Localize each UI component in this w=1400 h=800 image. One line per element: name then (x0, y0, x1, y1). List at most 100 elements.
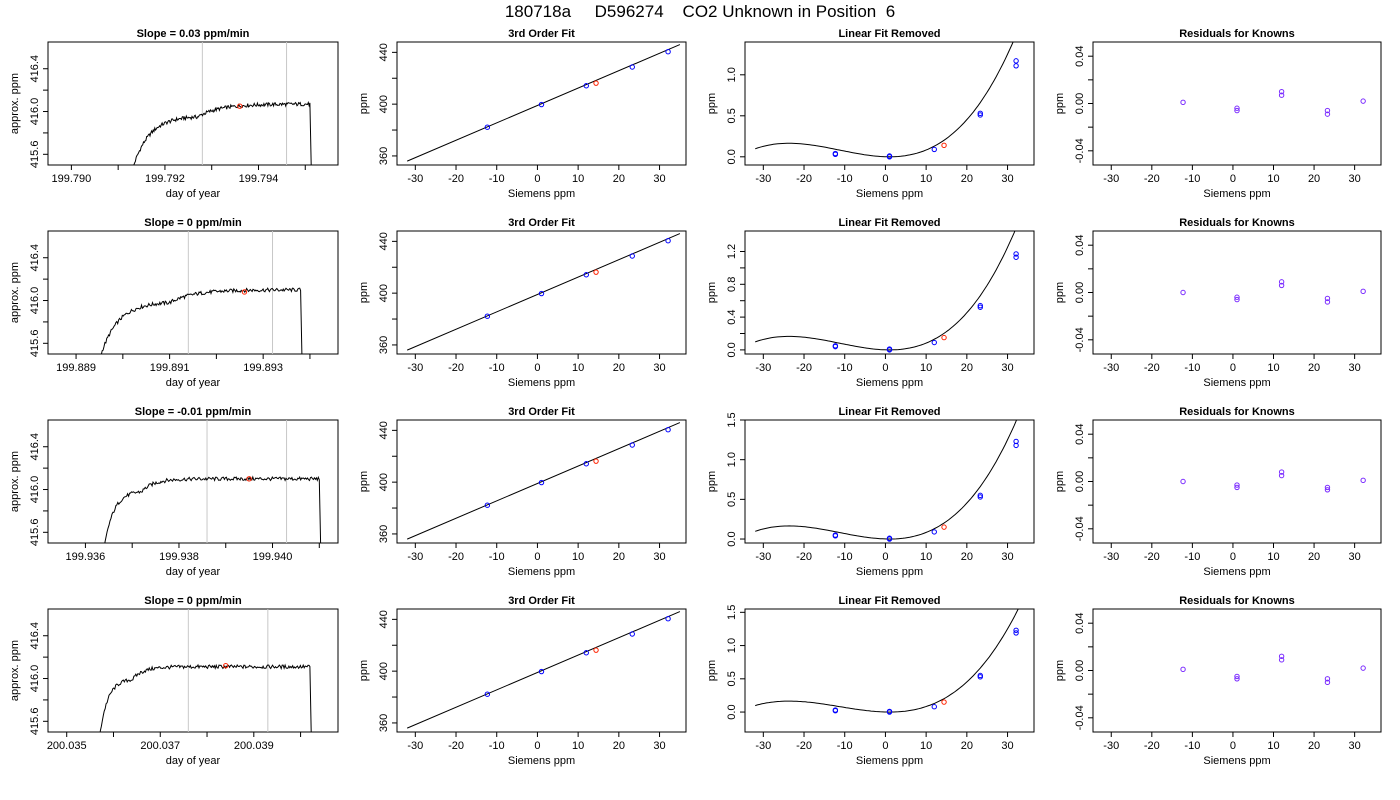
known-point (1013, 63, 1019, 69)
known-point (538, 101, 545, 108)
plot-area (406, 44, 681, 162)
known-point (484, 124, 491, 130)
x-tick-label: 200.035 (47, 740, 87, 752)
panel-title: Slope = 0.03 ppm/min (137, 28, 250, 40)
x-tick-label: -20 (796, 362, 812, 374)
y-tick-label: 440 (378, 43, 390, 61)
x-tick-label: -20 (448, 551, 464, 563)
panel-r4-c4: Residuals for Knowns -30 -20 -10 0 10 20 30 -0.0… (1054, 595, 1382, 767)
plot-frame (1092, 41, 1382, 166)
y-tick-label: 1.0 (726, 67, 738, 82)
residual-point (1278, 279, 1285, 285)
plot-frame (744, 419, 1035, 544)
plot-area (100, 231, 303, 354)
x-tick-label: 199.893 (243, 362, 283, 374)
panel-title: 3rd Order Fit (508, 406, 575, 418)
y-tick-label: 0.00 (1074, 282, 1086, 303)
x-tick-label: 0 (534, 551, 540, 563)
x-axis-label: day of year (166, 377, 221, 389)
y-tick-label: 415.6 (29, 519, 41, 547)
y-tick-label: 416.4 (29, 622, 41, 650)
y-tick-label: -0.04 (1074, 138, 1086, 163)
plot-area (1180, 279, 1366, 305)
x-axis-label: Siemens ppm (1203, 377, 1270, 389)
x-tick-label: 30 (1001, 740, 1013, 752)
x-tick-label: 10 (572, 740, 584, 752)
panel-title: Linear Fit Removed (838, 217, 940, 229)
known-point (665, 238, 671, 244)
known-point (629, 442, 635, 448)
x-tick-label: 200.039 (234, 740, 274, 752)
y-tick-label: 400 (378, 473, 390, 491)
x-tick-label: 30 (1349, 173, 1361, 185)
x-tick-label: -30 (407, 551, 423, 563)
y-tick-label: 360 (378, 525, 390, 543)
x-tick-label: -30 (755, 740, 771, 752)
fit-curve (755, 609, 1019, 713)
x-tick-label: -30 (407, 740, 423, 752)
known-point (665, 616, 671, 622)
residual-point (1278, 469, 1285, 475)
x-axis-label: Siemens ppm (856, 566, 923, 578)
y-tick-label: 360 (378, 147, 390, 165)
known-point (538, 290, 545, 297)
plot-area (1180, 88, 1366, 117)
x-tick-label: 20 (1308, 173, 1320, 185)
residual-point (1180, 289, 1186, 296)
y-axis-label: ppm (706, 660, 718, 681)
x-tick-label: -20 (1144, 362, 1160, 374)
x-tick-label: 10 (920, 173, 932, 185)
panel-r2-c2: 3rd Order Fit -30 -20 -10 0 10 20 30 360 400 440 Si… (358, 217, 687, 389)
y-tick-label: 0.00 (1074, 471, 1086, 492)
plot-frame (47, 608, 339, 733)
y-axis-label: approx. ppm (9, 73, 21, 134)
x-tick-label: 0 (1230, 551, 1236, 563)
y-tick-label: -0.04 (1074, 705, 1086, 730)
x-tick-label: -20 (1144, 551, 1160, 563)
x-tick-label: 0 (882, 173, 888, 185)
y-axis-label: ppm (1054, 471, 1066, 492)
y-tick-label: 415.6 (29, 141, 41, 169)
x-axis-label: day of year (166, 755, 221, 767)
x-tick-label: 20 (961, 551, 973, 563)
residual-point (1234, 482, 1240, 488)
x-tick-label: -30 (1103, 173, 1119, 185)
y-tick-label: 0.0 (726, 342, 738, 357)
x-tick-label: -20 (796, 173, 812, 185)
x-tick-label: 10 (920, 551, 932, 563)
x-tick-label: 10 (572, 362, 584, 374)
x-tick-label: -30 (1103, 740, 1119, 752)
series-line (133, 100, 312, 165)
unknown-point (246, 476, 252, 482)
x-tick-label: 10 (572, 173, 584, 185)
x-tick-label: 30 (1349, 740, 1361, 752)
known-point (1013, 630, 1019, 636)
known-point (583, 272, 589, 278)
known-point (977, 110, 983, 117)
series-line (100, 287, 303, 354)
residual-point (1324, 679, 1331, 686)
x-tick-label: -30 (1103, 551, 1119, 563)
y-axis-label: approx. ppm (9, 640, 21, 701)
x-tick-label: 10 (1267, 362, 1279, 374)
y-tick-label: 0.00 (1074, 93, 1086, 114)
y-axis-label: ppm (358, 93, 370, 114)
panel-title: Residuals for Knowns (1179, 217, 1295, 229)
residual-point (1278, 282, 1285, 289)
x-tick-label: 0 (534, 362, 540, 374)
residual-point (1234, 296, 1240, 303)
unknown-point (593, 458, 599, 464)
x-tick-label: -20 (1144, 173, 1160, 185)
x-tick-label: -10 (489, 551, 505, 563)
panel-title: Residuals for Knowns (1179, 28, 1295, 40)
y-tick-label: 400 (378, 662, 390, 680)
panel-title: Slope = -0.01 ppm/min (135, 406, 252, 418)
x-tick-label: -20 (796, 740, 812, 752)
y-tick-label: 0.8 (726, 277, 738, 292)
known-point (832, 532, 839, 538)
y-tick-label: 0.0 (726, 704, 738, 719)
x-tick-label: 20 (613, 173, 625, 185)
plot-area (99, 609, 312, 732)
plot-frame (396, 419, 687, 544)
